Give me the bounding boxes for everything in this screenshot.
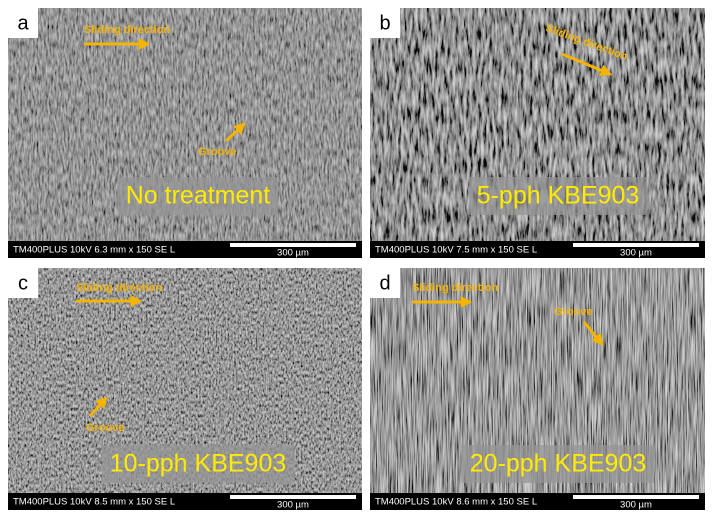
sem-panel: a Sliding direction Groove No treatment TM40… bbox=[8, 8, 362, 259]
sem-panel: d Sliding direction Groove 20-pph KBE903 TM4… bbox=[370, 268, 705, 511]
panel-letter: a bbox=[17, 12, 29, 34]
treatment-label: No treatment bbox=[126, 182, 271, 210]
scale-bar bbox=[573, 495, 699, 499]
panel-letter: d bbox=[379, 272, 390, 294]
figure: a Sliding direction Groove No treatment TM40… bbox=[0, 0, 713, 515]
treatment-label: 10-pph KBE903 bbox=[110, 450, 287, 478]
info-text: TM400PLUS 10kV 6.3 mm x 150 SE L bbox=[13, 245, 175, 256]
sem-texture bbox=[8, 8, 362, 258]
groove-label: Groove bbox=[198, 146, 237, 158]
info-text: TM400PLUS 10kV 7.5 mm x 150 SE L bbox=[375, 245, 537, 256]
panel-letter: b bbox=[379, 12, 390, 34]
groove-label: Groove bbox=[554, 306, 593, 318]
sem-panel: c Sliding direction Groove 10-pph KBE903 TM4… bbox=[8, 268, 362, 511]
info-text: TM400PLUS 10kV 8.6 mm x 150 SE L bbox=[375, 497, 537, 508]
sem-texture bbox=[370, 8, 705, 258]
scale-text: 300 µm bbox=[620, 500, 652, 511]
info-text: TM400PLUS 10kV 8.5 mm x 150 SE L bbox=[13, 497, 175, 508]
groove-label: Groove bbox=[86, 422, 125, 434]
scale-text: 300 µm bbox=[277, 248, 309, 259]
sliding-direction-label: Sliding direction bbox=[412, 282, 498, 294]
sliding-direction-label: Sliding direction bbox=[84, 24, 170, 36]
treatment-label: 5-pph KBE903 bbox=[477, 182, 640, 210]
scale-bar bbox=[230, 243, 356, 247]
panel-letter: c bbox=[18, 272, 28, 294]
treatment-label: 20-pph KBE903 bbox=[470, 450, 647, 478]
scale-text: 300 µm bbox=[620, 248, 652, 259]
sliding-direction-label: Sliding direction bbox=[76, 282, 162, 294]
scale-bar bbox=[573, 243, 699, 247]
scale-bar bbox=[230, 495, 356, 499]
scale-text: 300 µm bbox=[277, 500, 309, 511]
